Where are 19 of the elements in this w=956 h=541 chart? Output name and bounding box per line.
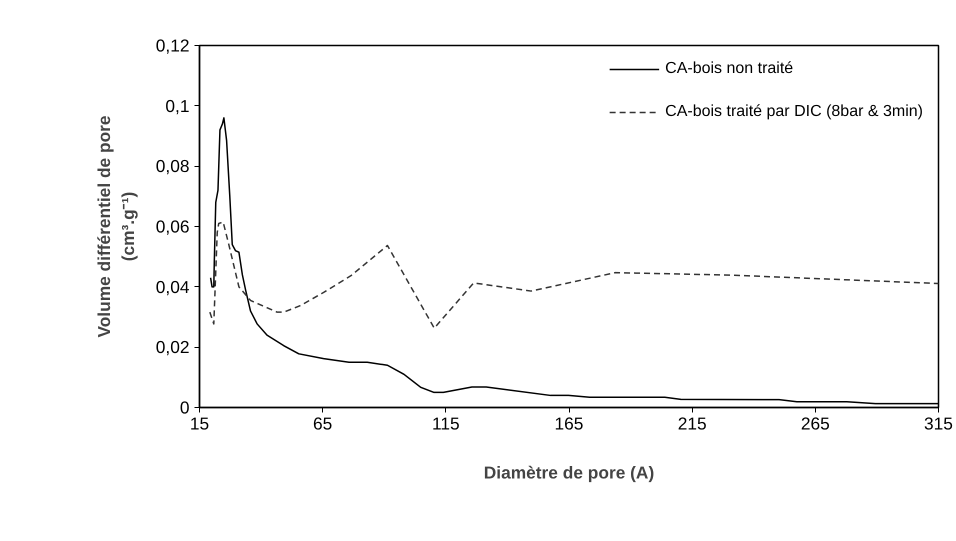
y-axis-title: Volume différentiel de pore (cm³.g⁻¹) <box>94 115 138 338</box>
x-tick-label: 165 <box>554 414 584 434</box>
y-tick-label: 0,1 <box>165 96 190 116</box>
y-tick-label: 0,12 <box>156 36 190 56</box>
y-tick-label: 0,04 <box>156 276 190 297</box>
line-series <box>209 221 938 329</box>
legend-label: CA-bois non traité <box>665 60 794 78</box>
x-axis-title: Diamètre de pore (A) <box>484 462 654 482</box>
legend-label: CA-bois traité par DIC (8bar & 3min) <box>665 103 923 121</box>
y-tick-label: 0,06 <box>156 216 190 236</box>
y-tick-label: 0,02 <box>156 337 190 358</box>
x-tick-label: 115 <box>432 414 460 434</box>
x-tick-label: 215 <box>678 414 707 434</box>
x-tick-label: 265 <box>800 414 830 434</box>
y-tick-label: 0,08 <box>156 156 190 176</box>
y-tick-label: 0 <box>180 398 190 418</box>
x-tick-label: 15 <box>190 414 210 434</box>
x-tick-label: 65 <box>313 414 332 434</box>
x-tick-label: 315 <box>924 414 953 434</box>
